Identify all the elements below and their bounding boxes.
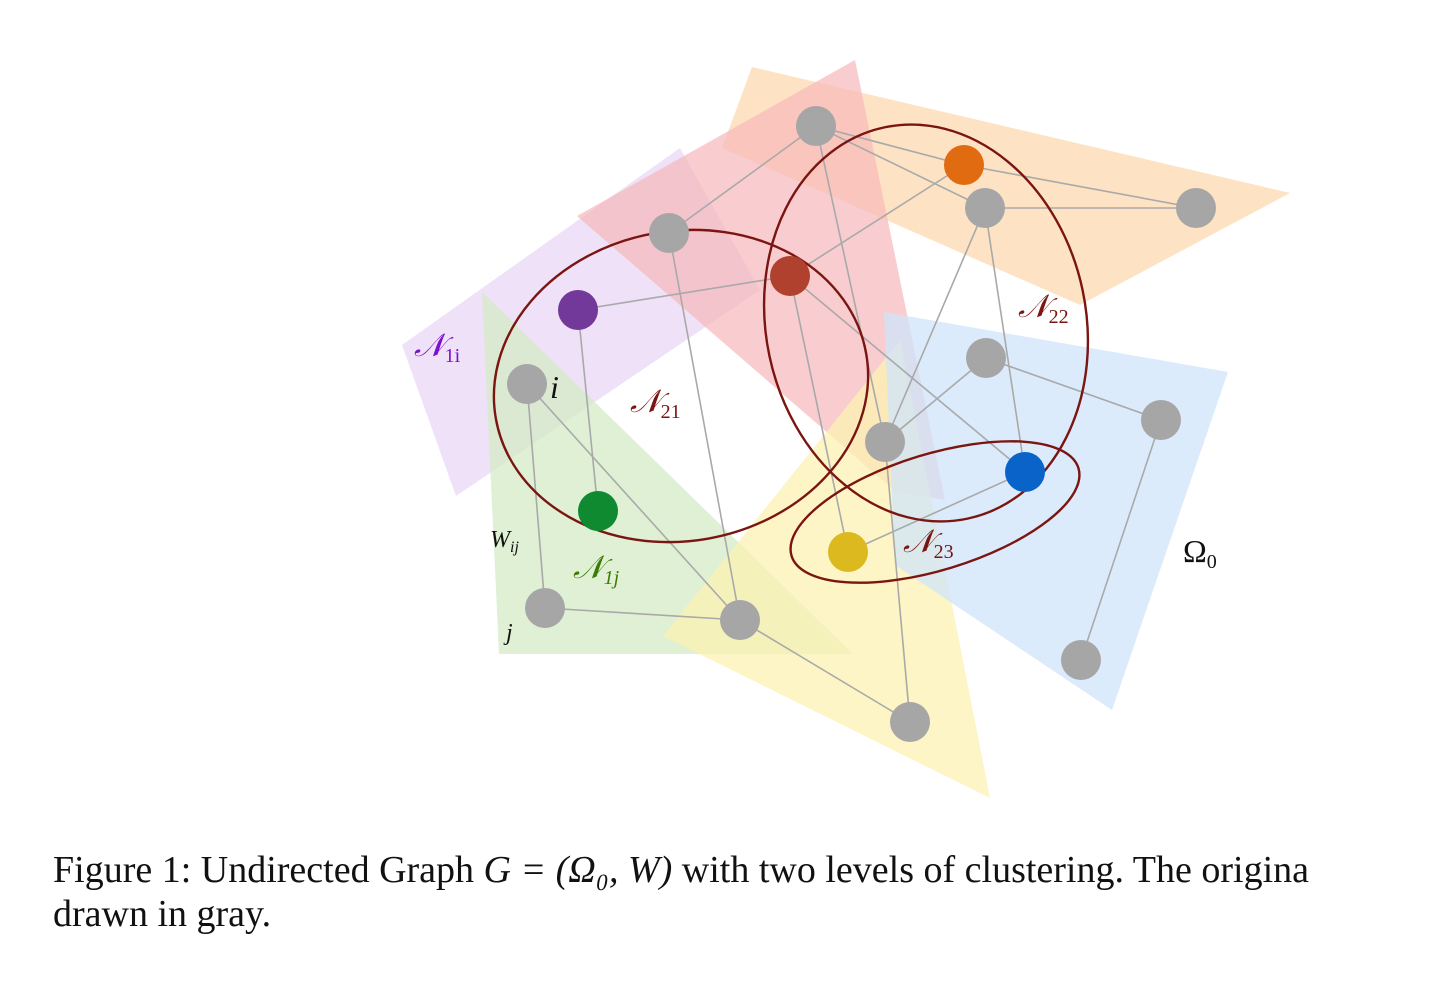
edge bbox=[815, 125, 886, 443]
edge bbox=[815, 125, 986, 209]
caption-line-1: Figure 1: Undirected Graph G = (Ω₀, W) w… bbox=[53, 848, 1455, 892]
node-i bbox=[507, 364, 547, 404]
node-red bbox=[770, 256, 810, 296]
label-omega0: Ω0 bbox=[1183, 533, 1217, 573]
caption-prefix: Figure 1: Undirected Graph bbox=[53, 849, 484, 891]
caption-suffix: with two levels of clustering. The origi… bbox=[672, 849, 1310, 891]
node bbox=[796, 106, 836, 146]
edge bbox=[789, 275, 849, 553]
edge bbox=[789, 275, 1026, 473]
edge bbox=[526, 383, 741, 621]
caption-math: G = (Ω₀, W) bbox=[483, 849, 673, 891]
label-weight-wij: Wij bbox=[490, 527, 519, 556]
edge bbox=[544, 607, 741, 621]
label-n21: 𝒩21 bbox=[630, 382, 681, 423]
edge bbox=[815, 125, 965, 166]
edge bbox=[526, 383, 546, 609]
node-orange bbox=[944, 145, 984, 185]
figure-caption: Figure 1: Undirected Graph G = (Ω₀, W) w… bbox=[53, 848, 1455, 936]
node bbox=[1061, 640, 1101, 680]
node-layer bbox=[507, 106, 1216, 742]
node bbox=[965, 188, 1005, 228]
label-n1j: 𝒩1j bbox=[573, 548, 620, 589]
node bbox=[966, 338, 1006, 378]
node-j bbox=[525, 588, 565, 628]
label-layer: 𝒩1i i 𝒩21 𝒩22 𝒩23 𝒩1j Wij j Ω0 bbox=[414, 287, 1217, 646]
edge bbox=[577, 275, 791, 311]
edge bbox=[668, 125, 817, 234]
region-blue bbox=[884, 312, 1228, 710]
edge bbox=[984, 207, 1026, 473]
label-n22: 𝒩22 bbox=[1018, 287, 1069, 328]
edge bbox=[1080, 419, 1162, 661]
edge bbox=[739, 619, 911, 723]
edge bbox=[963, 164, 1197, 209]
cluster-ring-n22 bbox=[762, 123, 1090, 523]
node bbox=[1141, 400, 1181, 440]
label-node-i: i bbox=[550, 369, 559, 405]
edge bbox=[577, 309, 599, 512]
edge bbox=[847, 471, 1026, 553]
node-green bbox=[578, 491, 618, 531]
edge bbox=[789, 164, 965, 277]
edge bbox=[884, 441, 911, 723]
node-purple bbox=[558, 290, 598, 330]
edge bbox=[884, 357, 987, 443]
caption-line-2: drawn in gray. bbox=[53, 893, 272, 935]
node bbox=[649, 213, 689, 253]
node bbox=[890, 702, 930, 742]
node bbox=[720, 600, 760, 640]
edge bbox=[884, 207, 986, 443]
node-blue bbox=[1005, 452, 1045, 492]
edge bbox=[985, 357, 1162, 421]
cluster-ring-n23 bbox=[789, 440, 1081, 584]
node bbox=[1176, 188, 1216, 228]
node bbox=[865, 422, 905, 462]
label-node-j: j bbox=[503, 620, 513, 646]
edge-layer bbox=[526, 125, 1197, 723]
edge bbox=[668, 232, 741, 621]
node-yellow bbox=[828, 532, 868, 572]
